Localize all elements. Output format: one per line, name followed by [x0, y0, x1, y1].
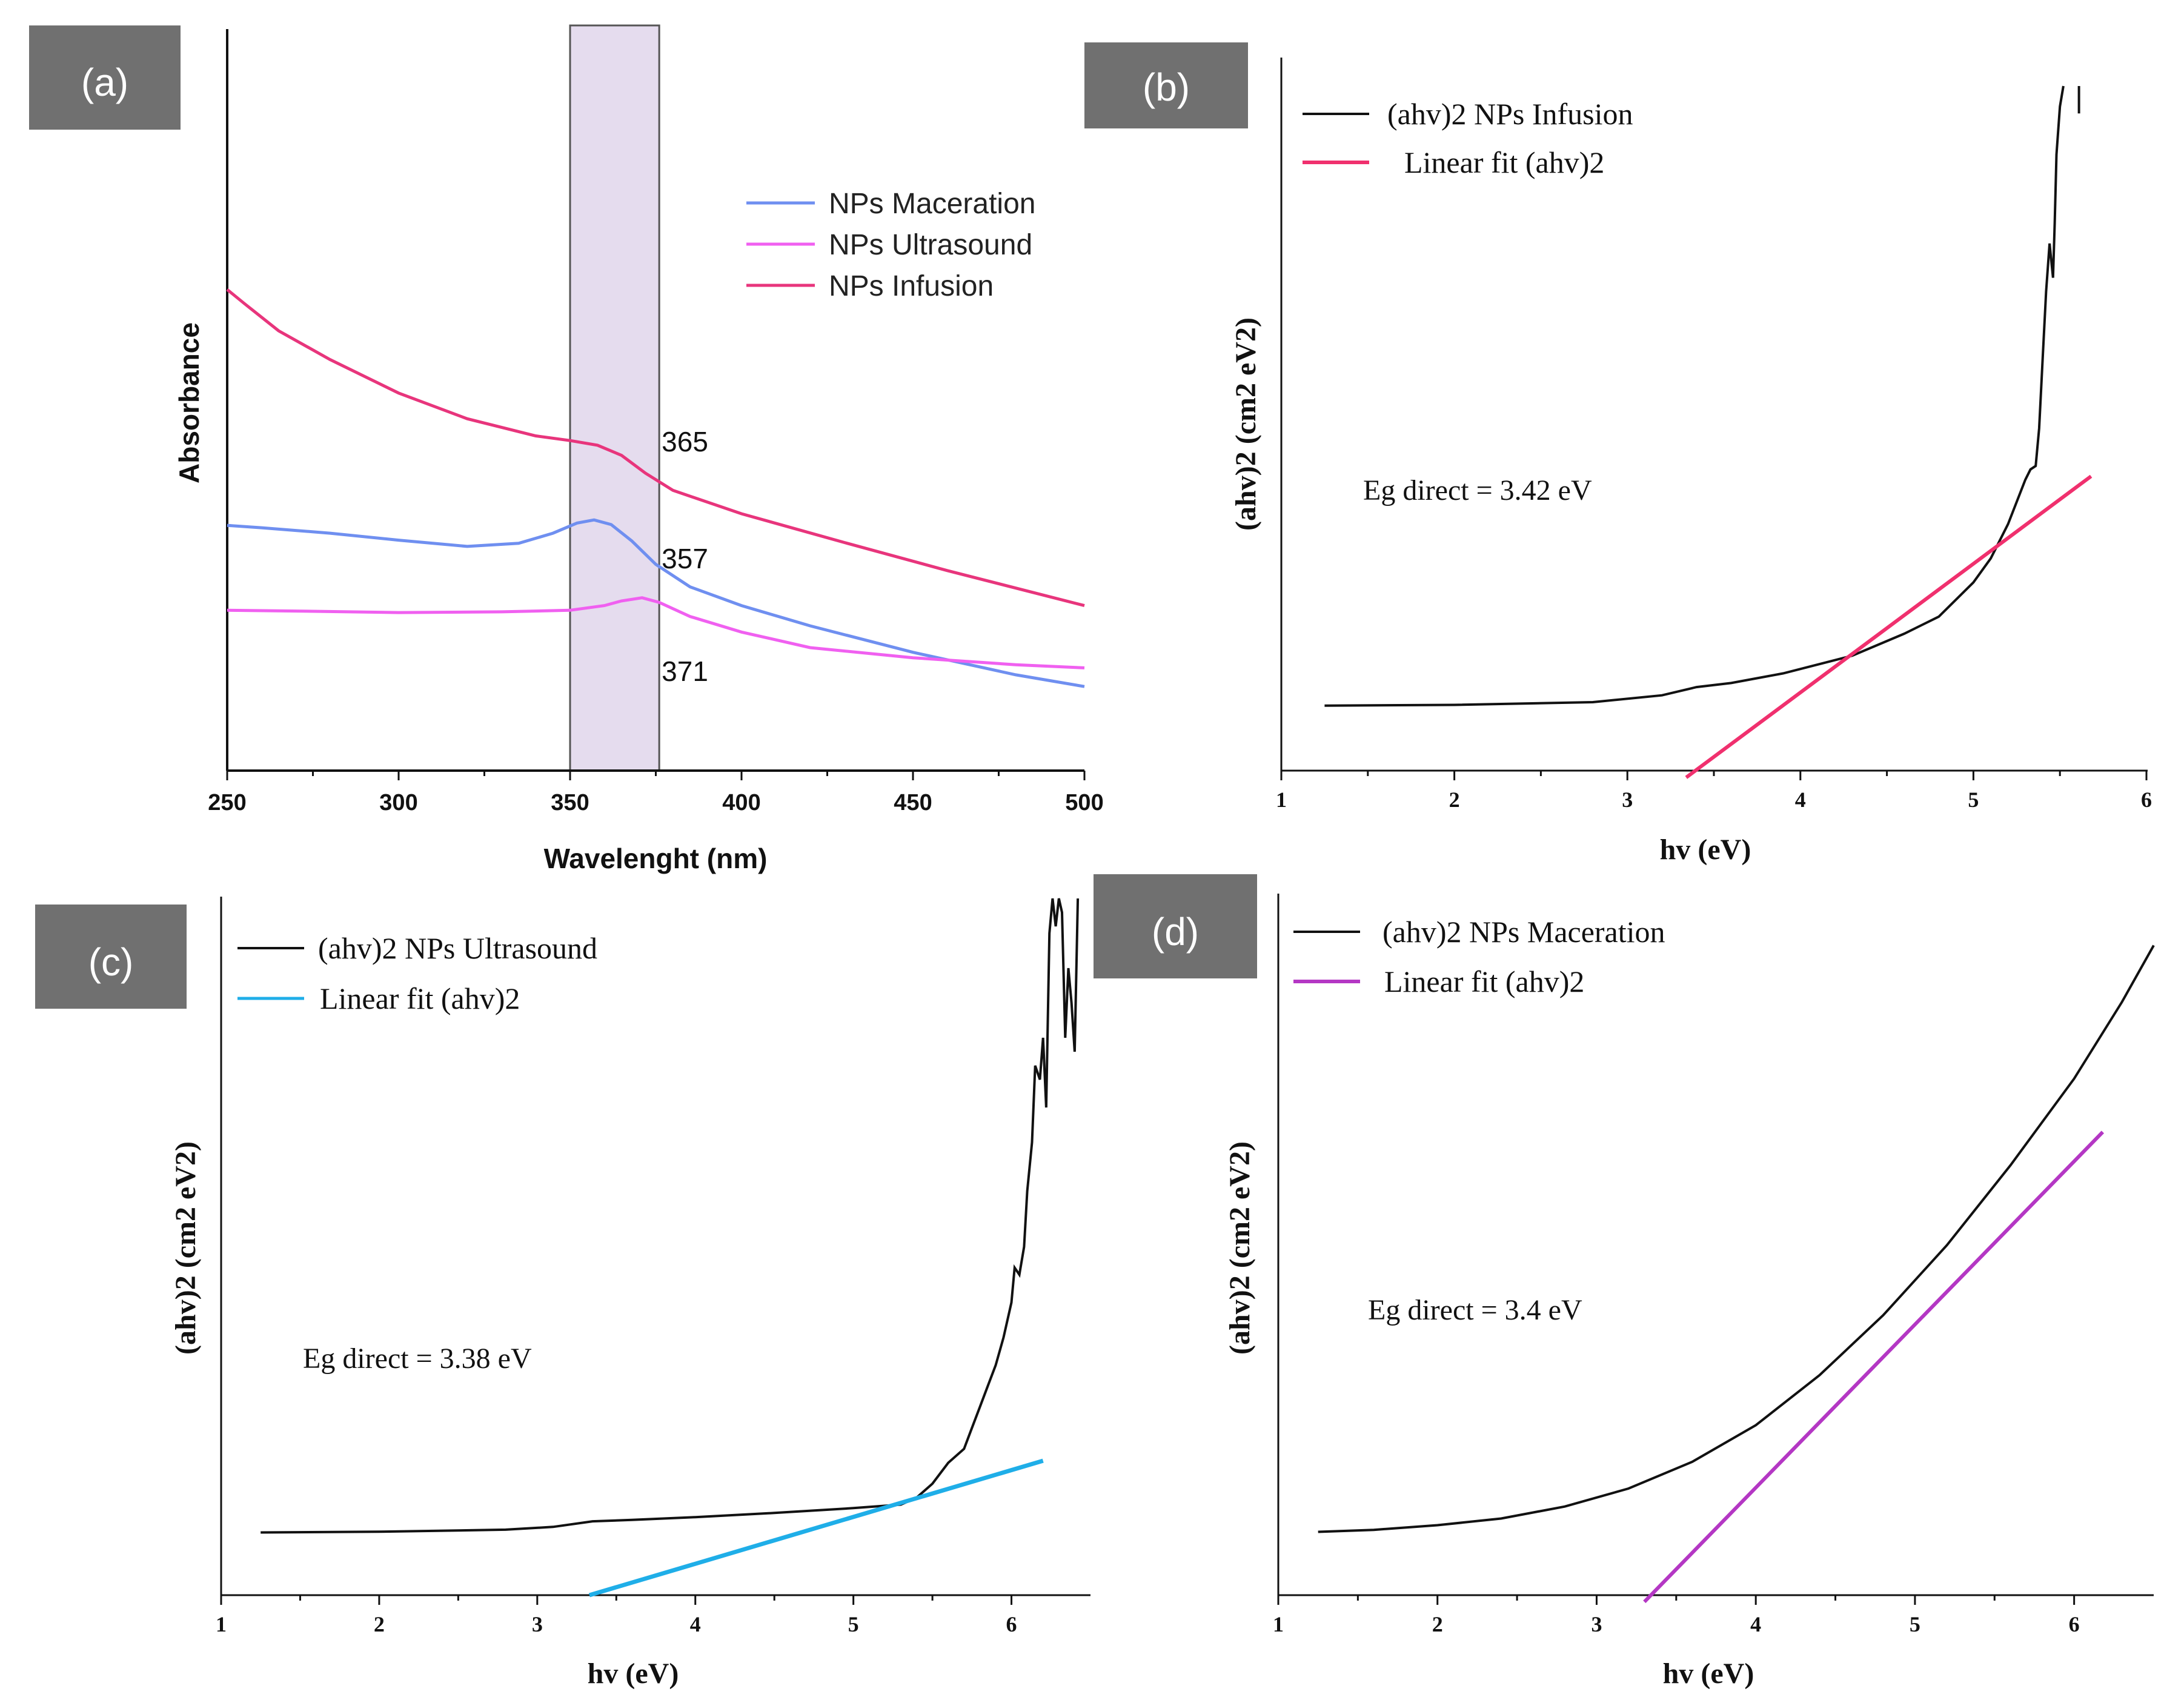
x-tick-label: 1 [1273, 1612, 1284, 1636]
x-tick-label: 4 [1795, 788, 1806, 812]
series-line-ahv2-infusion [1324, 85, 2065, 707]
linear-fit-line-b [1685, 474, 2093, 779]
panel-d: (d) 1 2 3 4 5 6 (ahv)2 NPs Maceration Linear … [1094, 874, 2155, 1690]
x-tick-label: 2 [374, 1612, 385, 1636]
legend-label-linear-fit: Linear fit (ahv)2 [1384, 964, 1584, 998]
panel-a-label: (a) [81, 61, 128, 104]
series-line-ahv2-maceration [1318, 944, 2155, 1533]
legend-label-linear-fit: Linear fit (ahv)2 [320, 981, 520, 1015]
legend-label-maceration: NPs Maceration [829, 188, 1035, 220]
panel-c-label-box [35, 905, 187, 1009]
x-tick-label: 3 [1622, 788, 1633, 812]
x-tick-label: 500 [1065, 790, 1103, 815]
panel-d-x-label: hv (eV) [1663, 1658, 1754, 1690]
x-tick-label: 2 [1449, 788, 1460, 812]
panel-b: (b) 1 2 3 4 5 6 (ahv)2 NPs Infusion Linear fi… [1084, 42, 2152, 866]
highlight-band [569, 24, 660, 772]
panel-d-x-ticks: 1 2 3 4 5 6 [1273, 1595, 2080, 1636]
x-tick-label: 1 [1276, 788, 1287, 812]
x-tick-label: 4 [690, 1612, 701, 1636]
panel-c: (c) 1 2 3 4 5 6 (ahv)2 NPs Ultrasound Linear … [35, 897, 1090, 1690]
series-line-nps-ultrasound [227, 596, 1085, 669]
panel-c-y-label: (ahv)2 (cm2 eV2) [170, 1141, 202, 1355]
legend-label-ahv2-infusion: (ahv)2 NPs Infusion [1387, 97, 1633, 131]
panel-a: (a) 250 300 350 400 450 500 365 357 371 NPs M… [29, 24, 1104, 874]
panel-d-legend: (ahv)2 NPs Maceration Linear fit (ahv)2 [1293, 915, 1665, 998]
linear-fit-line-c [588, 1458, 1044, 1598]
x-tick-label: 5 [1968, 788, 1979, 812]
panel-b-x-label: hv (eV) [1660, 834, 1751, 866]
panel-c-x-label: hv (eV) [588, 1658, 679, 1690]
legend-label-ahv2-ultrasound: (ahv)2 NPs Ultrasound [318, 931, 597, 965]
annotation-371: 371 [662, 656, 708, 687]
x-tick-label: 6 [1006, 1612, 1017, 1636]
x-tick-label: 1 [216, 1612, 227, 1636]
x-tick-label: 6 [2069, 1612, 2080, 1636]
panel-a-x-label: Wavelenght (nm) [544, 843, 768, 874]
x-tick-label: 250 [208, 790, 246, 815]
panel-d-label-box [1094, 874, 1257, 978]
legend-label-ultrasound: NPs Ultrasound [829, 229, 1032, 261]
annotation-365: 365 [662, 426, 708, 457]
panel-b-y-label: (ahv)2 (cm2 eV2) [1230, 317, 1262, 531]
panel-d-label: (d) [1152, 910, 1199, 954]
panel-b-label-box [1084, 42, 1248, 128]
panel-c-legend: (ahv)2 NPs Ultrasound Linear fit (ahv)2 [237, 931, 597, 1015]
x-tick-label: 4 [1750, 1612, 1761, 1636]
x-tick-label: 450 [894, 790, 932, 815]
series-line-nps-infusion [226, 288, 1085, 608]
panel-a-legend: NPs Maceration NPs Ultrasound NPs Infusi… [746, 188, 1035, 302]
x-tick-label: 5 [1910, 1612, 1920, 1636]
panel-b-label: (b) [1143, 65, 1190, 109]
x-tick-label: 6 [2141, 788, 2152, 812]
panel-b-x-ticks: 1 2 3 4 5 6 [1276, 771, 2152, 812]
panel-c-x-ticks: 1 2 3 4 5 6 [216, 1595, 1017, 1636]
panel-a-y-label: Absorbance [173, 322, 205, 483]
x-tick-label: 2 [1432, 1612, 1443, 1636]
legend-label-infusion: NPs Infusion [829, 270, 994, 302]
x-tick-label: 400 [722, 790, 760, 815]
panel-a-label-box [29, 25, 181, 130]
x-tick-label: 350 [551, 790, 589, 815]
legend-label-linear-fit: Linear fit (ahv)2 [1404, 145, 1604, 179]
linear-fit-line-d [1643, 1130, 2105, 1604]
annotation-357: 357 [662, 543, 708, 574]
panel-b-legend: (ahv)2 NPs Infusion Linear fit (ahv)2 [1303, 97, 1633, 179]
panel-c-label: (c) [88, 940, 134, 984]
panel-a-x-ticks: 250 300 350 400 450 500 [208, 771, 1104, 815]
x-tick-label: 5 [848, 1612, 859, 1636]
eg-direct-annotation-d: Eg direct = 3.4 eV [1368, 1294, 1582, 1326]
x-tick-label: 3 [1591, 1612, 1602, 1636]
eg-direct-annotation-b: Eg direct = 3.42 eV [1363, 474, 1592, 506]
panel-d-y-label: (ahv)2 (cm2 eV2) [1224, 1141, 1256, 1355]
x-tick-label: 3 [532, 1612, 543, 1636]
series-line-ahv2-ultrasound [261, 898, 1080, 1534]
series-line-nps-maceration [227, 518, 1085, 688]
eg-direct-annotation-c: Eg direct = 3.38 eV [303, 1343, 532, 1375]
legend-label-ahv2-maceration: (ahv)2 NPs Maceration [1382, 915, 1665, 949]
x-tick-label: 300 [379, 790, 417, 815]
